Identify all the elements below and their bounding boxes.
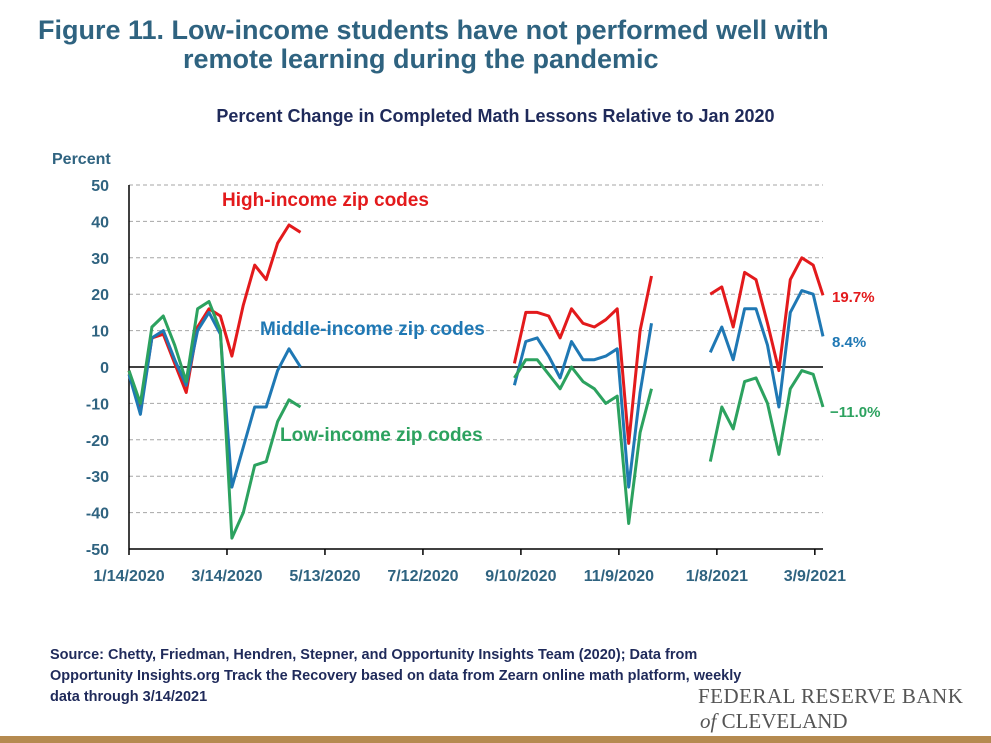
end-value-label: 8.4%	[832, 334, 866, 351]
series-label: Low-income zip codes	[280, 425, 483, 446]
y-tick-label: -50	[86, 542, 109, 559]
x-tick-label: 3/9/2021	[784, 568, 846, 585]
source-note: Source: Chetty, Friedman, Hendren, Stepn…	[50, 647, 742, 705]
series-line	[709, 256, 825, 373]
y-tick-label: 40	[91, 214, 109, 231]
logo-of: of	[700, 709, 717, 733]
federal-reserve-logo: FEDERAL RESERVE BANK of CLEVELAND	[698, 684, 963, 734]
x-tick-label: 3/14/2020	[191, 568, 262, 585]
series-line	[127, 300, 302, 540]
series-line	[708, 369, 825, 462]
y-tick-label: -40	[86, 506, 109, 523]
line-chart: 50 40 30 20 10 0 -10 -20 -30 -40 -50 1/14/2020 3/14/…	[86, 178, 881, 585]
logo-line1: FEDERAL RESERVE BANK	[698, 684, 964, 708]
end-value-label: 19.7%	[832, 289, 875, 306]
end-value-label: −11.0%	[830, 404, 880, 421]
y-tick-label: 20	[91, 287, 109, 304]
figure-title-line1: Figure 11. Low-income students have not …	[38, 15, 829, 45]
series-line	[512, 323, 653, 489]
series-line	[513, 358, 653, 525]
y-tick-label: 10	[91, 324, 109, 341]
figure-title-line2: remote learning during the pandemic	[183, 44, 659, 74]
x-tick-label: 5/13/2020	[289, 568, 360, 585]
y-tick-label: -30	[86, 469, 109, 486]
bottom-rule	[0, 736, 991, 743]
series-label: High-income zip codes	[222, 190, 429, 211]
logo-line2: of CLEVELAND	[698, 709, 963, 734]
figure-title: Figure 11. Low-income students have not …	[38, 16, 938, 74]
x-tick-label: 7/12/2020	[387, 568, 458, 585]
y-tick-label: -20	[86, 433, 109, 450]
x-tick-label: 1/8/2021	[686, 568, 748, 585]
y-tick-label: 0	[100, 360, 109, 377]
logo-cleveland: CLEVELAND	[721, 709, 848, 733]
series-label: Middle-income zip codes	[260, 319, 485, 340]
y-axis-unit-label: Percent	[52, 151, 111, 168]
y-tick-label: -10	[86, 396, 109, 413]
chart-title: Percent Change in Completed Math Lessons…	[216, 106, 775, 126]
y-tick-label: 30	[91, 251, 109, 268]
x-tick-label: 11/9/2020	[584, 568, 654, 585]
series-line	[708, 289, 825, 409]
y-tick-label: 50	[91, 178, 109, 195]
x-tick-label: 9/10/2020	[485, 568, 556, 585]
series-line	[127, 310, 302, 489]
x-tick-label: 1/14/2020	[93, 568, 164, 585]
series-line	[512, 275, 653, 445]
